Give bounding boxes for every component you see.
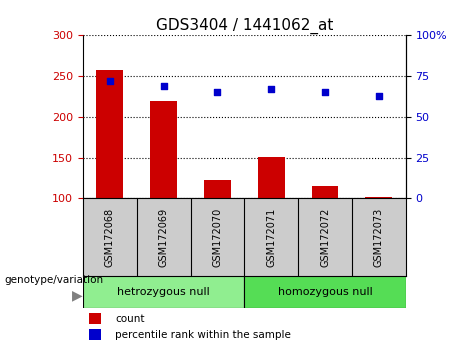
Point (106, 78, 113, 84)
Text: GSM172068: GSM172068 (105, 207, 115, 267)
Text: ▶: ▶ (71, 289, 82, 303)
Bar (204, 180, 231, 198)
Point (375, 93, 383, 98)
Text: GSM172073: GSM172073 (374, 207, 384, 267)
Bar (258, 157, 284, 198)
Bar (83, 276, 244, 308)
Point (267, 86, 275, 92)
Point (160, 83, 167, 89)
Text: homozygous null: homozygous null (278, 287, 372, 297)
Text: percentile rank within the sample: percentile rank within the sample (115, 330, 291, 339)
Bar (150, 101, 177, 198)
Text: GSM172070: GSM172070 (213, 207, 223, 267)
Text: genotype/variation: genotype/variation (5, 275, 104, 285)
Bar (312, 186, 338, 198)
Point (321, 90, 329, 95)
Text: GSM172071: GSM172071 (266, 207, 276, 267)
Bar (244, 276, 406, 308)
Point (214, 90, 221, 95)
Bar (89, 313, 101, 324)
Bar (96, 70, 123, 198)
Text: GSM172069: GSM172069 (159, 207, 169, 267)
Bar (89, 329, 101, 340)
Text: hetrozygous null: hetrozygous null (117, 287, 210, 297)
Bar (365, 196, 392, 198)
Text: GSM172072: GSM172072 (320, 207, 330, 267)
Text: count: count (115, 314, 145, 324)
Title: GDS3404 / 1441062_at: GDS3404 / 1441062_at (156, 18, 333, 34)
